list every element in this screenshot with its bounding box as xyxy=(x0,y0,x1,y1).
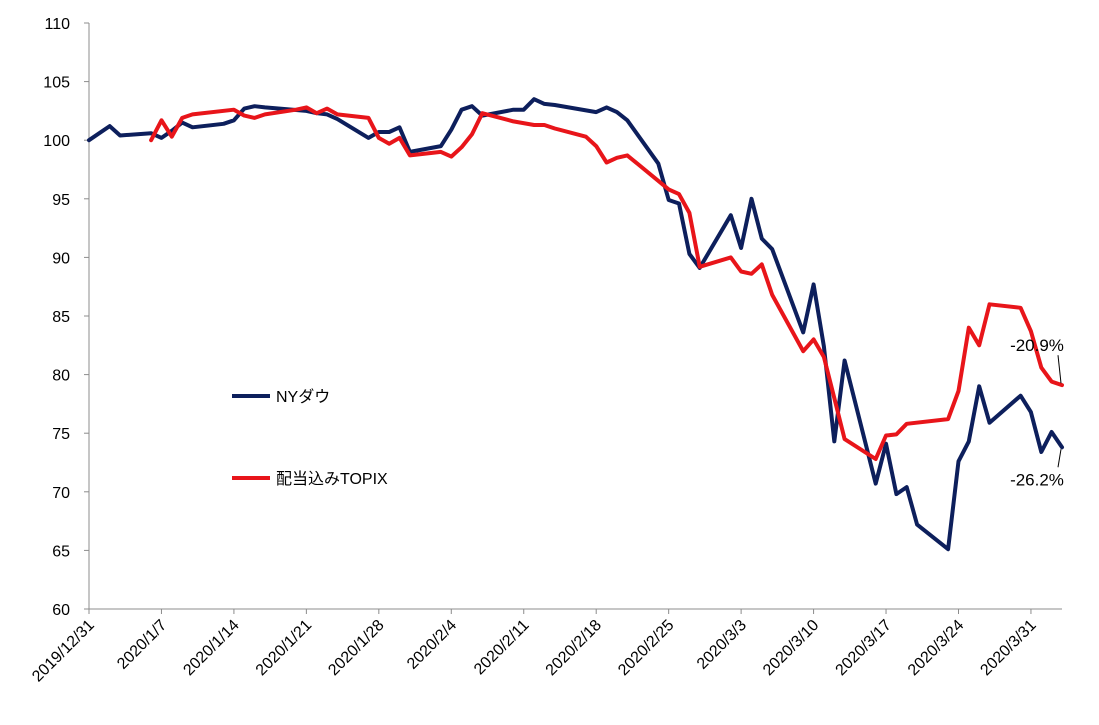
x-tick-label: 2020/1/7 xyxy=(114,617,170,673)
y-tick-label: 80 xyxy=(52,368,70,385)
y-axis-ticks: 60 65 70 75 80 85 90 95 100 105 110 xyxy=(43,16,89,619)
x-tick-label: 2020/2/25 xyxy=(615,617,677,679)
x-tick-label: 2020/1/21 xyxy=(253,617,315,679)
x-tick-label: 2020/3/17 xyxy=(833,617,895,679)
x-tick-label: 2020/3/10 xyxy=(760,617,822,679)
annotation-label: -26.2% xyxy=(1010,470,1064,489)
y-tick-label: 75 xyxy=(52,426,70,443)
annotation-leader-line xyxy=(1057,449,1062,468)
x-tick-label: 2020/3/31 xyxy=(977,617,1039,679)
x-axis-ticks: 2019/12/31 2020/1/7 2020/1/14 2020/1/21 2020… xyxy=(29,609,1040,685)
y-tick-label: 110 xyxy=(44,16,70,33)
annotation-leader-line xyxy=(1057,355,1062,384)
legend-label: 配当込みTOPIX xyxy=(276,470,388,488)
y-tick-label: 105 xyxy=(43,75,70,92)
y-tick-label: 65 xyxy=(52,543,70,560)
x-tick-label: 2019/12/31 xyxy=(29,617,98,686)
y-tick-label: 85 xyxy=(52,309,70,326)
legend-label: NYダウ xyxy=(276,388,330,406)
series-lines xyxy=(87,97,1064,552)
x-tick-label: 2020/2/11 xyxy=(471,617,533,679)
y-tick-label: 70 xyxy=(52,485,70,502)
x-tick-label: 2020/2/4 xyxy=(404,617,460,673)
y-tick-label: 95 xyxy=(52,192,70,209)
annotations: -20.9% -26.2% xyxy=(1010,336,1064,489)
x-tick-label: 2020/3/3 xyxy=(694,617,750,673)
series-line-1 xyxy=(87,97,1064,552)
x-tick-label: 2020/3/24 xyxy=(905,617,967,679)
series-line-2 xyxy=(149,105,1064,461)
x-tick-label: 2020/1/28 xyxy=(325,617,387,679)
y-tick-label: 100 xyxy=(43,133,70,150)
y-tick-label: 90 xyxy=(52,250,70,267)
y-tick-label: 60 xyxy=(52,602,70,619)
x-tick-label: 2020/1/14 xyxy=(180,617,242,679)
x-tick-label: 2020/2/18 xyxy=(543,617,605,679)
annotation-label: -20.9% xyxy=(1010,336,1064,355)
